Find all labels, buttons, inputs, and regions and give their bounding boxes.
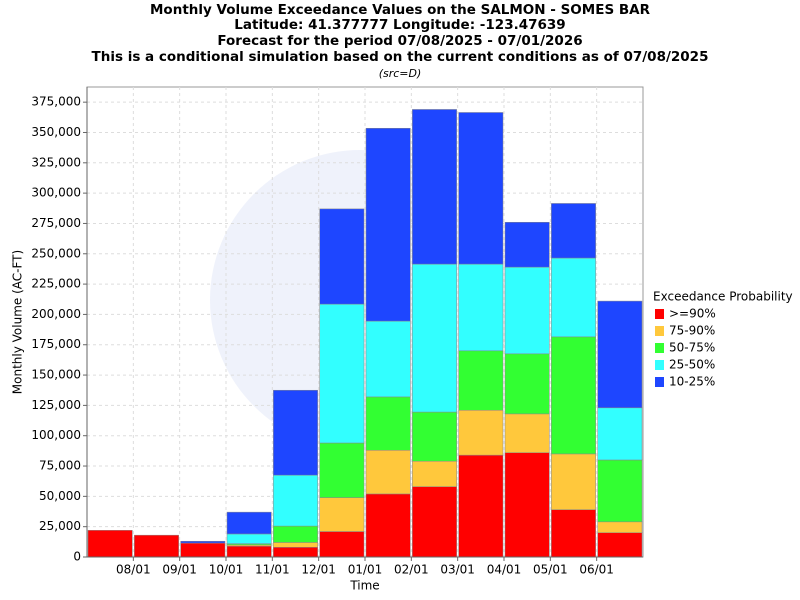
bar-segment <box>412 411 457 462</box>
bar-segment <box>87 530 133 558</box>
legend-label: 75-90% <box>669 324 715 338</box>
bar-segment <box>365 493 411 558</box>
bar-segment <box>273 547 318 558</box>
bar-segment <box>504 353 550 415</box>
y-tick-label: 100,000 <box>31 428 81 442</box>
legend-label: 50-75% <box>669 341 715 355</box>
x-tick-label: 04/01 <box>487 563 522 577</box>
y-tick-label: 200,000 <box>31 307 81 321</box>
y-tick-label: 375,000 <box>31 95 81 109</box>
y-tick-label: 150,000 <box>31 368 81 382</box>
bar-segment <box>319 208 365 305</box>
source-note: (src=D) <box>379 67 422 80</box>
bar-segment <box>458 454 504 558</box>
bar-segment <box>226 511 272 535</box>
y-tick-label: 275,000 <box>31 216 81 230</box>
legend-label: 10-25% <box>669 375 715 389</box>
bar-segment <box>365 450 411 495</box>
bar-segment <box>551 257 596 338</box>
bar-segment <box>458 350 504 411</box>
chart-subtitle: This is a conditional simulation based o… <box>92 49 709 65</box>
legend-title: Exceedance Probability <box>653 290 793 304</box>
y-tick-label: 25,000 <box>39 519 81 533</box>
bar-segment <box>273 474 318 527</box>
bar-segment <box>597 407 643 461</box>
x-tick-label: 09/01 <box>162 563 197 577</box>
bar-segment <box>365 127 411 322</box>
bar-segment <box>551 336 596 455</box>
legend-swatch <box>655 377 664 387</box>
bar-segment <box>319 531 365 558</box>
x-tick-label: 03/01 <box>440 563 475 577</box>
x-tick-label: 08/01 <box>116 563 151 577</box>
bar-segment <box>504 221 550 268</box>
bar-segment <box>180 542 226 558</box>
y-tick-label: 50,000 <box>39 489 81 503</box>
y-tick-label: 0 <box>73 550 81 564</box>
bar-segment <box>273 542 318 548</box>
legend-swatch <box>655 309 664 319</box>
bar-segment <box>551 453 596 510</box>
bar-segment <box>551 203 596 259</box>
x-tick-label: 12/01 <box>301 563 336 577</box>
legend-swatch <box>655 360 664 370</box>
y-tick-label: 325,000 <box>31 155 81 169</box>
x-tick-label: 02/01 <box>394 563 429 577</box>
legend-swatch <box>655 326 664 336</box>
x-tick-label: 06/01 <box>579 563 614 577</box>
chart-title: Monthly Volume Exceedance Values on the … <box>150 2 651 18</box>
bar-segment <box>365 320 411 398</box>
y-tick-label: 225,000 <box>31 277 81 291</box>
bar-segment <box>504 266 550 355</box>
bar-segment <box>365 396 411 451</box>
x-tick-label: 05/01 <box>533 563 568 577</box>
legend-label: 25-50% <box>669 358 715 372</box>
bar-segment <box>412 263 457 413</box>
y-tick-label: 250,000 <box>31 246 81 260</box>
bar-segment <box>458 409 504 456</box>
bar-segment <box>504 452 550 558</box>
bar-segment <box>458 112 504 265</box>
bar-segment <box>504 413 550 453</box>
legend-swatch <box>655 343 664 353</box>
bar-segment <box>597 521 643 533</box>
y-tick-label: 350,000 <box>31 125 81 139</box>
y-tick-label: 125,000 <box>31 398 81 412</box>
chart-subtitle: Forecast for the period 07/08/2025 - 07/… <box>217 33 582 49</box>
bar-segment <box>597 300 643 409</box>
bar-segment <box>412 460 457 487</box>
bar-segment <box>319 442 365 498</box>
bar-segment <box>551 509 596 558</box>
bar-segment <box>597 532 643 558</box>
y-tick-label: 175,000 <box>31 337 81 351</box>
x-tick-label: 11/01 <box>255 563 290 577</box>
bar-segment <box>319 303 365 444</box>
y-tick-label: 75,000 <box>39 459 81 473</box>
bar-segment <box>226 533 272 544</box>
bar-segment <box>226 545 272 558</box>
legend-label: >=90% <box>669 307 716 321</box>
bar-segment <box>273 389 318 476</box>
x-tick-label: 10/01 <box>209 563 244 577</box>
x-axis-label: Time <box>349 579 379 593</box>
y-axis-label: Monthly Volume (AC-FT) <box>11 250 25 394</box>
y-tick-label: 300,000 <box>31 186 81 200</box>
bar-segment <box>319 497 365 532</box>
bar-segment <box>412 109 457 265</box>
bar-segment <box>597 459 643 523</box>
bar-segment <box>412 486 457 558</box>
bar-segment <box>458 263 504 352</box>
bar-segment <box>134 534 179 558</box>
bar-segment <box>180 540 226 544</box>
bar-segment <box>273 525 318 543</box>
chart-subtitle: Latitude: 41.377777 Longitude: -123.4763… <box>234 17 565 33</box>
x-tick-label: 01/01 <box>348 563 383 577</box>
